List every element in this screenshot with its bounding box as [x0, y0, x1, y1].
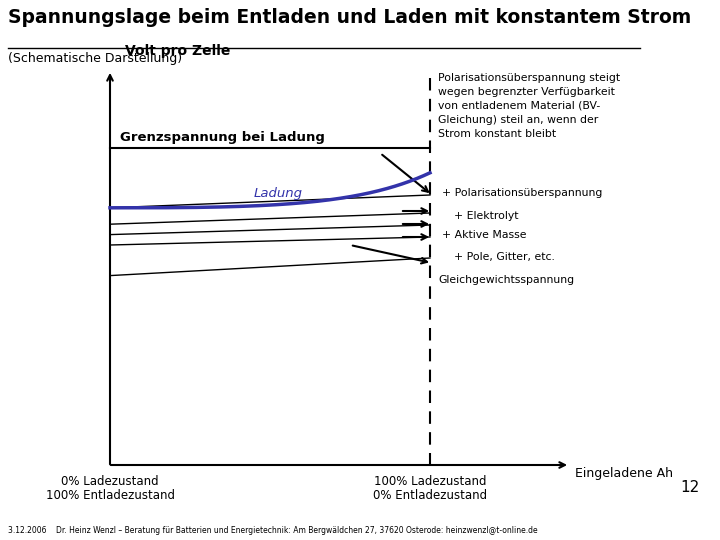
Text: von entladenem Material (BV-: von entladenem Material (BV-	[438, 101, 600, 111]
Text: Gleichung) steil an, wenn der: Gleichung) steil an, wenn der	[438, 115, 598, 125]
Text: Volt pro Zelle: Volt pro Zelle	[125, 44, 230, 58]
Text: 0% Ladezustand: 0% Ladezustand	[61, 475, 159, 488]
Text: Grenzspannung bei Ladung: Grenzspannung bei Ladung	[120, 131, 325, 144]
Text: 0% Entladezustand: 0% Entladezustand	[373, 489, 487, 502]
Text: 100% Entladezustand: 100% Entladezustand	[45, 489, 174, 502]
Text: + Elektrolyt: + Elektrolyt	[454, 211, 518, 221]
Text: Gleichgewichtsspannung: Gleichgewichtsspannung	[438, 275, 574, 285]
Text: 12: 12	[680, 480, 700, 495]
Text: + Pole, Gitter, etc.: + Pole, Gitter, etc.	[454, 252, 555, 262]
Text: (Schematische Darstellung): (Schematische Darstellung)	[8, 52, 182, 65]
Text: Spannungslage beim Entladen und Laden mit konstantem Strom: Spannungslage beim Entladen und Laden mi…	[8, 8, 691, 27]
Text: + Aktive Masse: + Aktive Masse	[442, 230, 526, 240]
Text: Strom konstant bleibt: Strom konstant bleibt	[438, 129, 556, 139]
Text: + Polarisationsüberspannung: + Polarisationsüberspannung	[442, 188, 603, 198]
Text: Ladung: Ladung	[254, 187, 303, 200]
Text: Eingeladene Ah: Eingeladene Ah	[575, 467, 673, 480]
Text: wegen begrenzter Verfügbarkeit: wegen begrenzter Verfügbarkeit	[438, 87, 615, 97]
Text: 3.12.2006    Dr. Heinz Wenzl – Beratung für Batterien und Energietechnik: Am Ber: 3.12.2006 Dr. Heinz Wenzl – Beratung für…	[8, 526, 538, 535]
Text: 100% Ladezustand: 100% Ladezustand	[374, 475, 486, 488]
Text: Polarisationsüberspannung steigt: Polarisationsüberspannung steigt	[438, 73, 620, 83]
